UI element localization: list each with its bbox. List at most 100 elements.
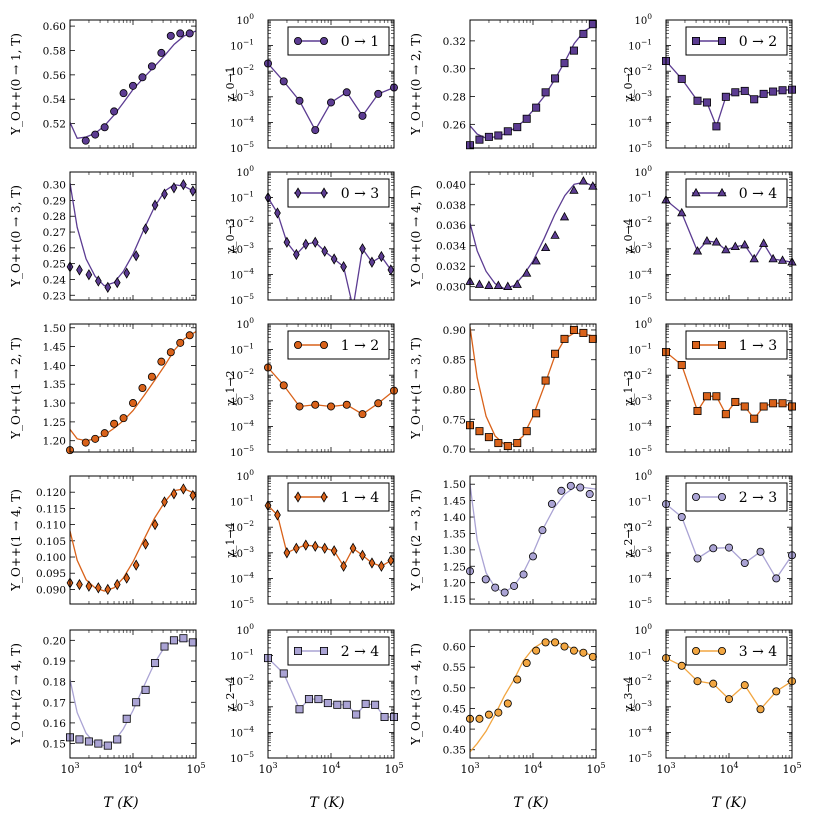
data-point	[702, 392, 711, 401]
x-tick-label: 105	[186, 761, 205, 776]
data-point	[103, 741, 112, 750]
data-point	[677, 513, 686, 522]
fit-curve	[70, 30, 196, 139]
x-tick-exponent: 3	[474, 761, 479, 770]
y-tick-label: 100	[236, 468, 254, 483]
data-point	[358, 410, 367, 419]
y-tick-label: 0.25	[43, 259, 66, 271]
data-point	[692, 37, 701, 46]
data-point	[717, 187, 727, 197]
subplot-upsilon-1-2: 0.030 0.032 0.034 0.036 0.038 0.040 Υ_O++(0 → …	[409, 171, 598, 301]
y-axis-label: Υ_O++(1 → 2, T)	[9, 337, 23, 440]
y-tick-label: 100	[236, 12, 254, 27]
plot-frame	[69, 171, 197, 301]
plot-frame	[267, 475, 395, 605]
y-tick-label: 0.54	[43, 94, 67, 106]
data-point	[576, 483, 585, 492]
data-point	[374, 89, 383, 98]
y-tick-exponent: −5	[641, 444, 652, 453]
y-tick-label: 10−5	[230, 596, 254, 611]
y-tick-label: 0.090	[36, 584, 66, 596]
marker-group	[465, 638, 597, 723]
x-axis-label: T (K)	[513, 795, 548, 811]
data-point	[132, 698, 141, 707]
y-tick-label: 10−4	[628, 266, 652, 281]
y-tick-exponent: −5	[641, 140, 652, 149]
marker-group	[662, 500, 797, 583]
subplot-upsilon-3-2: 1.15 1.20 1.25 1.30 1.35 1.40 1.45 1.50 Υ_O++(2 …	[409, 475, 597, 606]
y-tick-label: 0.28	[443, 92, 466, 104]
data-point	[769, 87, 778, 96]
plot-frame	[69, 475, 197, 605]
data-point	[295, 402, 304, 411]
y-tick-exponent: −2	[243, 367, 254, 376]
y-tick-exponent: −3	[243, 699, 254, 708]
x-tick-label: 104	[123, 761, 142, 776]
y-tick-label: 0.56	[43, 70, 67, 82]
data-point	[294, 187, 302, 199]
y-tick-label: 10−5	[230, 444, 254, 459]
y-tick-label: 1.25	[443, 561, 466, 573]
y-tick-label: 1.20	[43, 436, 66, 448]
data-point	[494, 439, 503, 448]
data-point	[179, 634, 188, 643]
marker-group	[81, 29, 194, 145]
data-point	[541, 638, 550, 647]
y-tick-label: 0.50	[443, 683, 466, 695]
y-tick-label: 0.17	[43, 697, 66, 709]
data-point	[484, 280, 494, 289]
data-point	[302, 238, 310, 250]
y-tick-label: 1.30	[43, 398, 66, 410]
y-tick-label: 10−1	[230, 38, 254, 53]
data-point	[311, 126, 320, 135]
data-point	[513, 123, 522, 132]
y-tick-label: 1.45	[443, 496, 466, 508]
subplot-upsilon-4-2: 103 104 105 0.35 0.40 0.45 0.50 0.55 0.60 Υ_O++(3…	[409, 629, 606, 776]
data-point	[160, 642, 169, 651]
data-point	[585, 490, 594, 499]
plot-area	[268, 197, 392, 300]
data-point	[481, 575, 490, 584]
data-point	[84, 737, 93, 746]
data-point	[138, 383, 147, 392]
plot-frame	[665, 475, 793, 605]
data-point	[721, 244, 731, 254]
data-point	[740, 681, 749, 690]
y-axis-label: Υ_O++(2 → 3, T)	[409, 489, 423, 592]
plot-area	[268, 63, 394, 132]
data-point	[772, 574, 781, 583]
y-tick-exponent: −2	[641, 367, 652, 376]
y-tick-exponent: −1	[641, 494, 652, 503]
data-point	[311, 236, 319, 248]
data-point	[138, 73, 147, 82]
data-point	[293, 248, 300, 261]
data-point	[279, 381, 288, 390]
data-point	[110, 419, 119, 428]
data-point	[342, 400, 351, 409]
y-tick-label: 1.15	[443, 594, 466, 606]
y-tick-label: 0.80	[443, 384, 466, 396]
legend-label: 1 → 2	[341, 338, 379, 354]
y-tick-exponent: −1	[641, 342, 652, 351]
y-tick-label: 1.50	[43, 323, 66, 335]
y-tick-exponent: −2	[641, 673, 652, 682]
y-tick-label: 0.90	[443, 325, 466, 337]
y-tick-label: 100	[634, 316, 652, 331]
y-tick-label: 0.29	[43, 195, 66, 207]
data-point	[161, 496, 168, 508]
data-point	[709, 544, 718, 553]
y-tick-label: 10−4	[230, 724, 254, 739]
fit-curve	[70, 330, 196, 442]
y-tick-label: 1.30	[443, 545, 466, 557]
data-point	[151, 518, 159, 531]
data-point	[725, 543, 734, 552]
plot-area	[470, 326, 596, 445]
data-point	[359, 549, 366, 561]
data-point	[170, 182, 178, 194]
y-tick-label: 10−4	[628, 418, 652, 433]
